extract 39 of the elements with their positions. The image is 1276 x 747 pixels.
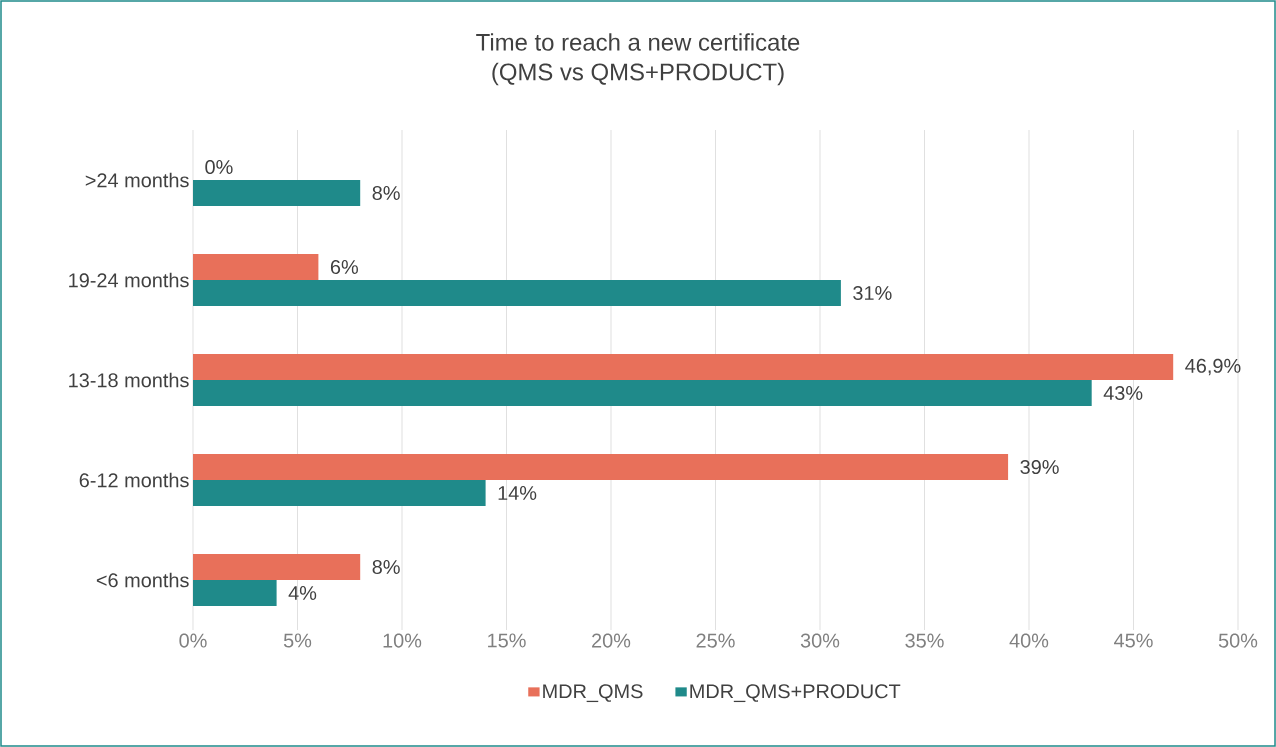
x-tick-label: 20% [592, 633, 631, 648]
data-label: 0% [205, 159, 233, 175]
bar [193, 280, 841, 306]
x-tick-label: 0% [179, 633, 207, 648]
x-tick-label: 30% [800, 633, 840, 648]
y-tick-label: 6-12 months [79, 472, 189, 488]
x-tick-label: 5% [283, 633, 312, 648]
x-tick-label: 10% [383, 633, 422, 648]
y-tick-label: >24 months [85, 172, 189, 188]
legend-label: MDR_QMS [543, 684, 643, 703]
x-tick-label: 35% [905, 633, 944, 648]
bar [193, 454, 1009, 480]
x-tick-label: 45% [1114, 633, 1153, 648]
bar [193, 480, 486, 506]
bar [193, 254, 319, 280]
data-label: 4% [288, 586, 317, 600]
data-label: 8% [372, 185, 400, 201]
y-tick-label: 19-24 months [69, 272, 189, 288]
data-label: 46,9% [1185, 358, 1241, 376]
y-tick-label: 13-18 months [69, 372, 189, 388]
data-label: 6% [330, 259, 358, 275]
chart-title: Time to reach a new certificate [476, 33, 800, 51]
bar [193, 554, 361, 580]
data-label: 14% [498, 486, 537, 500]
data-label: 31% [853, 285, 892, 301]
legend-label: MDR_QMS+PRODUCT [690, 684, 901, 703]
x-tick-label: 40% [1009, 633, 1049, 648]
data-label: 43% [1103, 385, 1143, 401]
data-label: 39% [1020, 459, 1059, 475]
bar [193, 354, 1174, 380]
chart-subtitle: (QMS vs QMS+PRODUCT) [492, 62, 784, 86]
bar [193, 580, 277, 607]
bar [193, 180, 361, 206]
x-tick-label: 50% [1218, 633, 1258, 648]
bar [193, 380, 1092, 406]
x-tick-label: 25% [696, 633, 735, 648]
y-tick-label: <6 months [96, 572, 189, 588]
data-label: 8% [372, 559, 400, 575]
x-tick-label: 15% [488, 633, 526, 648]
